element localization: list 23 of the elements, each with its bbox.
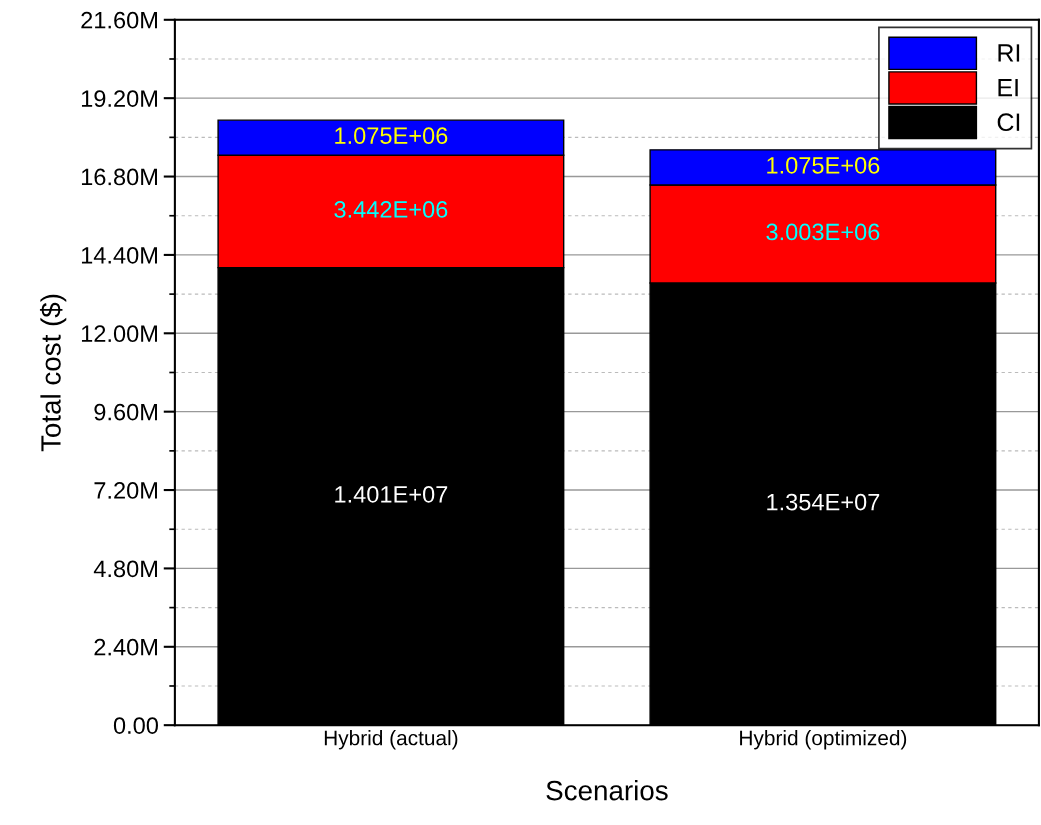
- x-tick-label: Hybrid (actual): [324, 730, 458, 750]
- legend-label: RI: [998, 44, 1020, 62]
- x-tick-label: Hybrid (optimized): [740, 730, 907, 750]
- y-tick-label: 12.00M: [81, 325, 157, 343]
- legend-label: EI: [998, 78, 1018, 97]
- data-label: 1.075E+06: [767, 157, 880, 174]
- legend-label: CI: [997, 113, 1020, 132]
- y-axis-title: Total cost ($): [39, 294, 67, 452]
- y-tick-label: 7.20M: [94, 482, 157, 499]
- y-tick-label: 19.20M: [81, 90, 157, 107]
- data-label: 3.003E+06: [766, 223, 880, 241]
- y-tick-label: 14.40M: [81, 246, 157, 264]
- data-label: 1.075E+06: [335, 127, 448, 145]
- x-axis-title: Scenarios: [546, 780, 668, 801]
- y-tick-label: 21.60M: [81, 11, 157, 29]
- y-tick-label: 2.40M: [94, 638, 157, 656]
- y-tick-label: 9.60M: [94, 403, 157, 421]
- y-tick-label: 0.00: [113, 717, 158, 734]
- data-label: 3.442E+06: [334, 201, 448, 218]
- data-label: 1.354E+07: [767, 493, 880, 511]
- y-tick-label: 16.80M: [81, 168, 157, 186]
- y-tick-label: 4.80M: [93, 560, 157, 578]
- data-label: 1.401E+07: [335, 486, 448, 503]
